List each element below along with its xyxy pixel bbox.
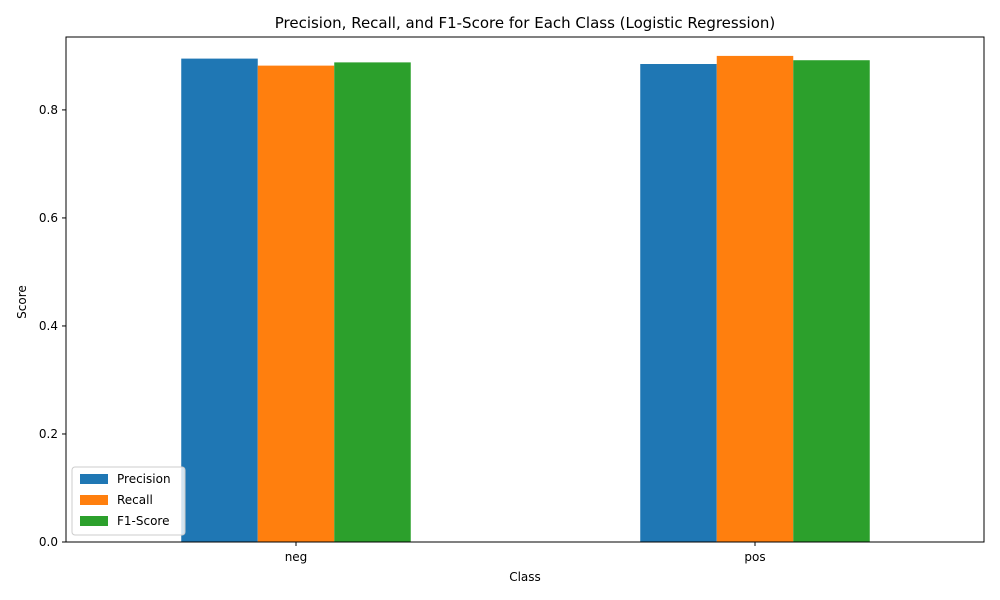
x-tick-label: pos xyxy=(744,550,765,564)
legend-label-f1-score: F1-Score xyxy=(117,514,169,528)
legend: Precision Recall F1-Score xyxy=(71,466,186,536)
legend-swatch-precision xyxy=(80,474,108,484)
x-axis-label: Class xyxy=(509,570,541,584)
bars-layer xyxy=(181,55,870,543)
bar-f1-score-neg xyxy=(334,62,411,543)
legend-label-precision: Precision xyxy=(117,472,171,486)
axes-layer: 0.0 0.2 0.4 0.6 0.8 neg pos xyxy=(39,36,985,564)
bar-recall-pos xyxy=(716,55,794,542)
y-tick-label: 0.8 xyxy=(39,103,58,117)
chart-title: Precision, Recall, and F1-Score for Each… xyxy=(275,14,776,32)
bar-recall-neg xyxy=(257,65,335,542)
y-tick-label: 0.6 xyxy=(39,211,58,225)
legend-label-recall: Recall xyxy=(117,493,153,507)
x-tick-label: neg xyxy=(285,550,308,564)
bar-precision-pos xyxy=(640,64,717,543)
y-tick-label: 0.4 xyxy=(39,319,58,333)
y-axis-label: Score xyxy=(15,285,29,319)
bar-f1-score-pos xyxy=(793,60,870,542)
y-tick-label: 0.2 xyxy=(39,427,58,441)
bar-precision-neg xyxy=(181,58,258,542)
plot-frame xyxy=(65,36,985,543)
legend-swatch-f1-score xyxy=(80,516,108,526)
y-tick-label: 0.0 xyxy=(39,535,58,549)
legend-swatch-recall xyxy=(80,495,108,505)
